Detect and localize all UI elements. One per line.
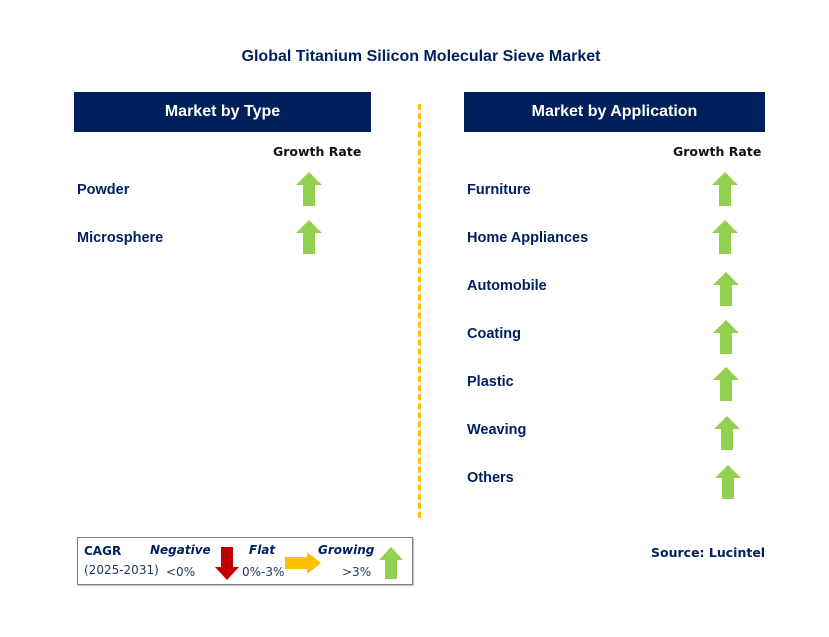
- growth-rate-label-type: Growth Rate: [273, 144, 362, 159]
- type-row-label: Microsphere: [77, 230, 164, 246]
- legend-period: (2025-2031): [84, 563, 159, 577]
- legend-negative-range: <0%: [166, 565, 196, 579]
- growing-arrow-icon: [715, 465, 741, 499]
- growing-arrow-icon: [296, 172, 322, 206]
- application-row-label: Automobile: [467, 278, 547, 294]
- legend-flat-label: Flat: [249, 543, 276, 557]
- legend-growing-range: >3%: [342, 565, 372, 579]
- page-title: Global Titanium Silicon Molecular Sieve …: [241, 48, 601, 65]
- growing-arrow-icon: [713, 272, 739, 306]
- growing-arrow-icon: [713, 320, 739, 354]
- growing-arrow-icon: [713, 367, 739, 401]
- application-row-label: Coating: [467, 326, 521, 342]
- source-note: Source: Lucintel: [651, 545, 766, 560]
- legend-negative-label: Negative: [150, 543, 211, 557]
- growing-arrow-icon: [714, 416, 740, 450]
- application-row-label: Home Appliances: [467, 230, 589, 246]
- arrow-down-icon: [215, 547, 239, 580]
- market-by-application-header: Market by Application: [464, 92, 765, 132]
- growth-rate-label-application: Growth Rate: [673, 144, 762, 159]
- cagr-legend: CAGR (2025-2031) Negative <0% Flat 0%-3%…: [77, 537, 413, 585]
- legend-flat-range: 0%-3%: [242, 565, 285, 579]
- legend-growing-label: Growing: [318, 543, 375, 557]
- arrow-up-icon: [379, 547, 403, 579]
- application-row-label: Others: [467, 470, 514, 486]
- arrow-right-icon: [285, 552, 321, 574]
- market-by-type-header: Market by Type: [74, 92, 371, 132]
- application-row-label: Weaving: [467, 422, 527, 438]
- dashed-divider: [418, 104, 421, 518]
- type-row-label: Powder: [77, 182, 130, 198]
- legend-cagr-label: CAGR: [84, 544, 122, 558]
- growing-arrow-icon: [712, 220, 738, 254]
- growing-arrow-icon: [712, 172, 738, 206]
- application-row-label: Plastic: [467, 374, 514, 390]
- application-row-label: Furniture: [467, 182, 531, 198]
- growing-arrow-icon: [296, 220, 322, 254]
